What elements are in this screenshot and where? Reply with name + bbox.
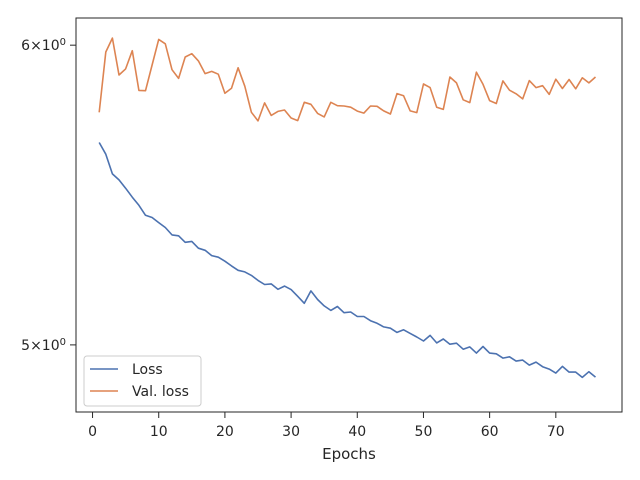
x-tick-label: 0 [88,424,97,440]
x-tick-label: 70 [547,424,565,440]
x-tick-label: 60 [481,424,499,440]
legend: Loss Val. loss [83,355,202,407]
x-axis-label: Epochs [322,445,376,463]
series-line-loss [98,142,597,379]
y-axis: 5×100 6×100 [21,37,76,354]
x-tick-label: 10 [150,424,168,440]
legend-entry: Loss [132,362,163,378]
x-tick-label: 20 [216,424,234,440]
x-axis: 0 10 20 30 40 50 60 70 [88,412,565,440]
x-tick-label: 30 [282,424,300,440]
y-tick-label: 6×100 [21,37,66,55]
x-tick-label: 50 [415,424,433,440]
plot-area [75,17,623,413]
plot-frame [75,17,623,413]
y-tick-label: 5×100 [21,336,66,354]
x-tick-label: 40 [348,424,366,440]
legend-entry: Val. loss [132,384,189,400]
series-line-val-loss [98,37,597,122]
series-layer [98,37,597,379]
